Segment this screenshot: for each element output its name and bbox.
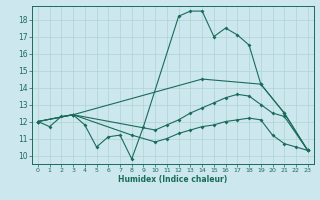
X-axis label: Humidex (Indice chaleur): Humidex (Indice chaleur) <box>118 175 228 184</box>
